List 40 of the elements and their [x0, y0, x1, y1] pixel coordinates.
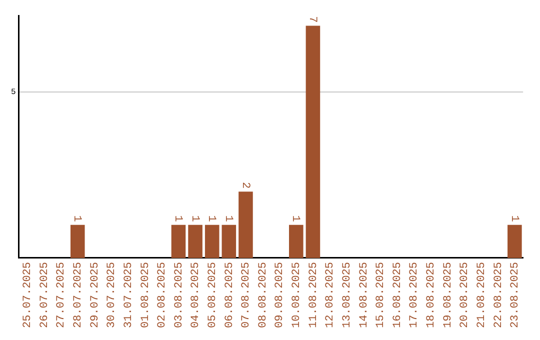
data-label: 1: [172, 215, 184, 222]
x-tick-label: 22.08.2025: [492, 262, 505, 328]
data-label: 7: [306, 16, 318, 23]
x-tick-label: 09.08.2025: [274, 262, 286, 328]
x-tick-label: 16.08.2025: [392, 262, 404, 328]
x-tick-label: 23.08.2025: [510, 262, 522, 328]
x-tick-label: 27.07.2025: [56, 262, 68, 328]
x-tick-label: 20.08.2025: [459, 262, 472, 328]
data-label: 1: [205, 215, 218, 222]
x-tick-label: 19.08.2025: [442, 262, 454, 328]
data-label: 1: [70, 215, 83, 222]
data-label: 1: [289, 215, 302, 222]
x-tick-label: 18.08.2025: [426, 262, 438, 328]
x-tick-label: 29.07.2025: [89, 262, 102, 328]
data-label: 1: [222, 215, 234, 222]
x-tick-label: 28.07.2025: [72, 262, 85, 328]
x-tick-label: 02.08.2025: [156, 262, 169, 328]
x-tick-label: 03.08.2025: [173, 262, 186, 328]
x-tick-label: 25.07.2025: [22, 262, 34, 328]
data-label: 1: [188, 215, 200, 222]
data-label: 1: [508, 215, 520, 222]
x-tick-label: 13.08.2025: [341, 262, 354, 328]
x-tick-label: 04.08.2025: [190, 262, 202, 328]
x-tick-label: 15.08.2025: [375, 262, 388, 328]
x-tick-label: 12.08.2025: [324, 262, 337, 328]
x-tick-label: 21.08.2025: [476, 262, 488, 328]
x-tick-label: 17.08.2025: [408, 262, 421, 328]
x-tick-label: 26.07.2025: [38, 262, 51, 328]
x-tick-label: 31.07.2025: [122, 262, 135, 328]
x-tick-label: 06.08.2025: [224, 262, 236, 328]
y-tick-label: 5: [10, 88, 16, 98]
x-tick-label: 05.08.2025: [207, 262, 220, 328]
x-tick-label: 07.08.2025: [240, 262, 253, 328]
x-tick-label: 30.07.2025: [106, 262, 118, 328]
x-tick-label: 01.08.2025: [140, 262, 152, 328]
x-tick-label: 08.08.2025: [257, 262, 270, 328]
x-tick-label: 14.08.2025: [358, 262, 370, 328]
x-tick-label: 11.08.2025: [308, 262, 320, 328]
data-label: 2: [238, 182, 251, 189]
x-tick-label: 10.08.2025: [291, 262, 304, 328]
